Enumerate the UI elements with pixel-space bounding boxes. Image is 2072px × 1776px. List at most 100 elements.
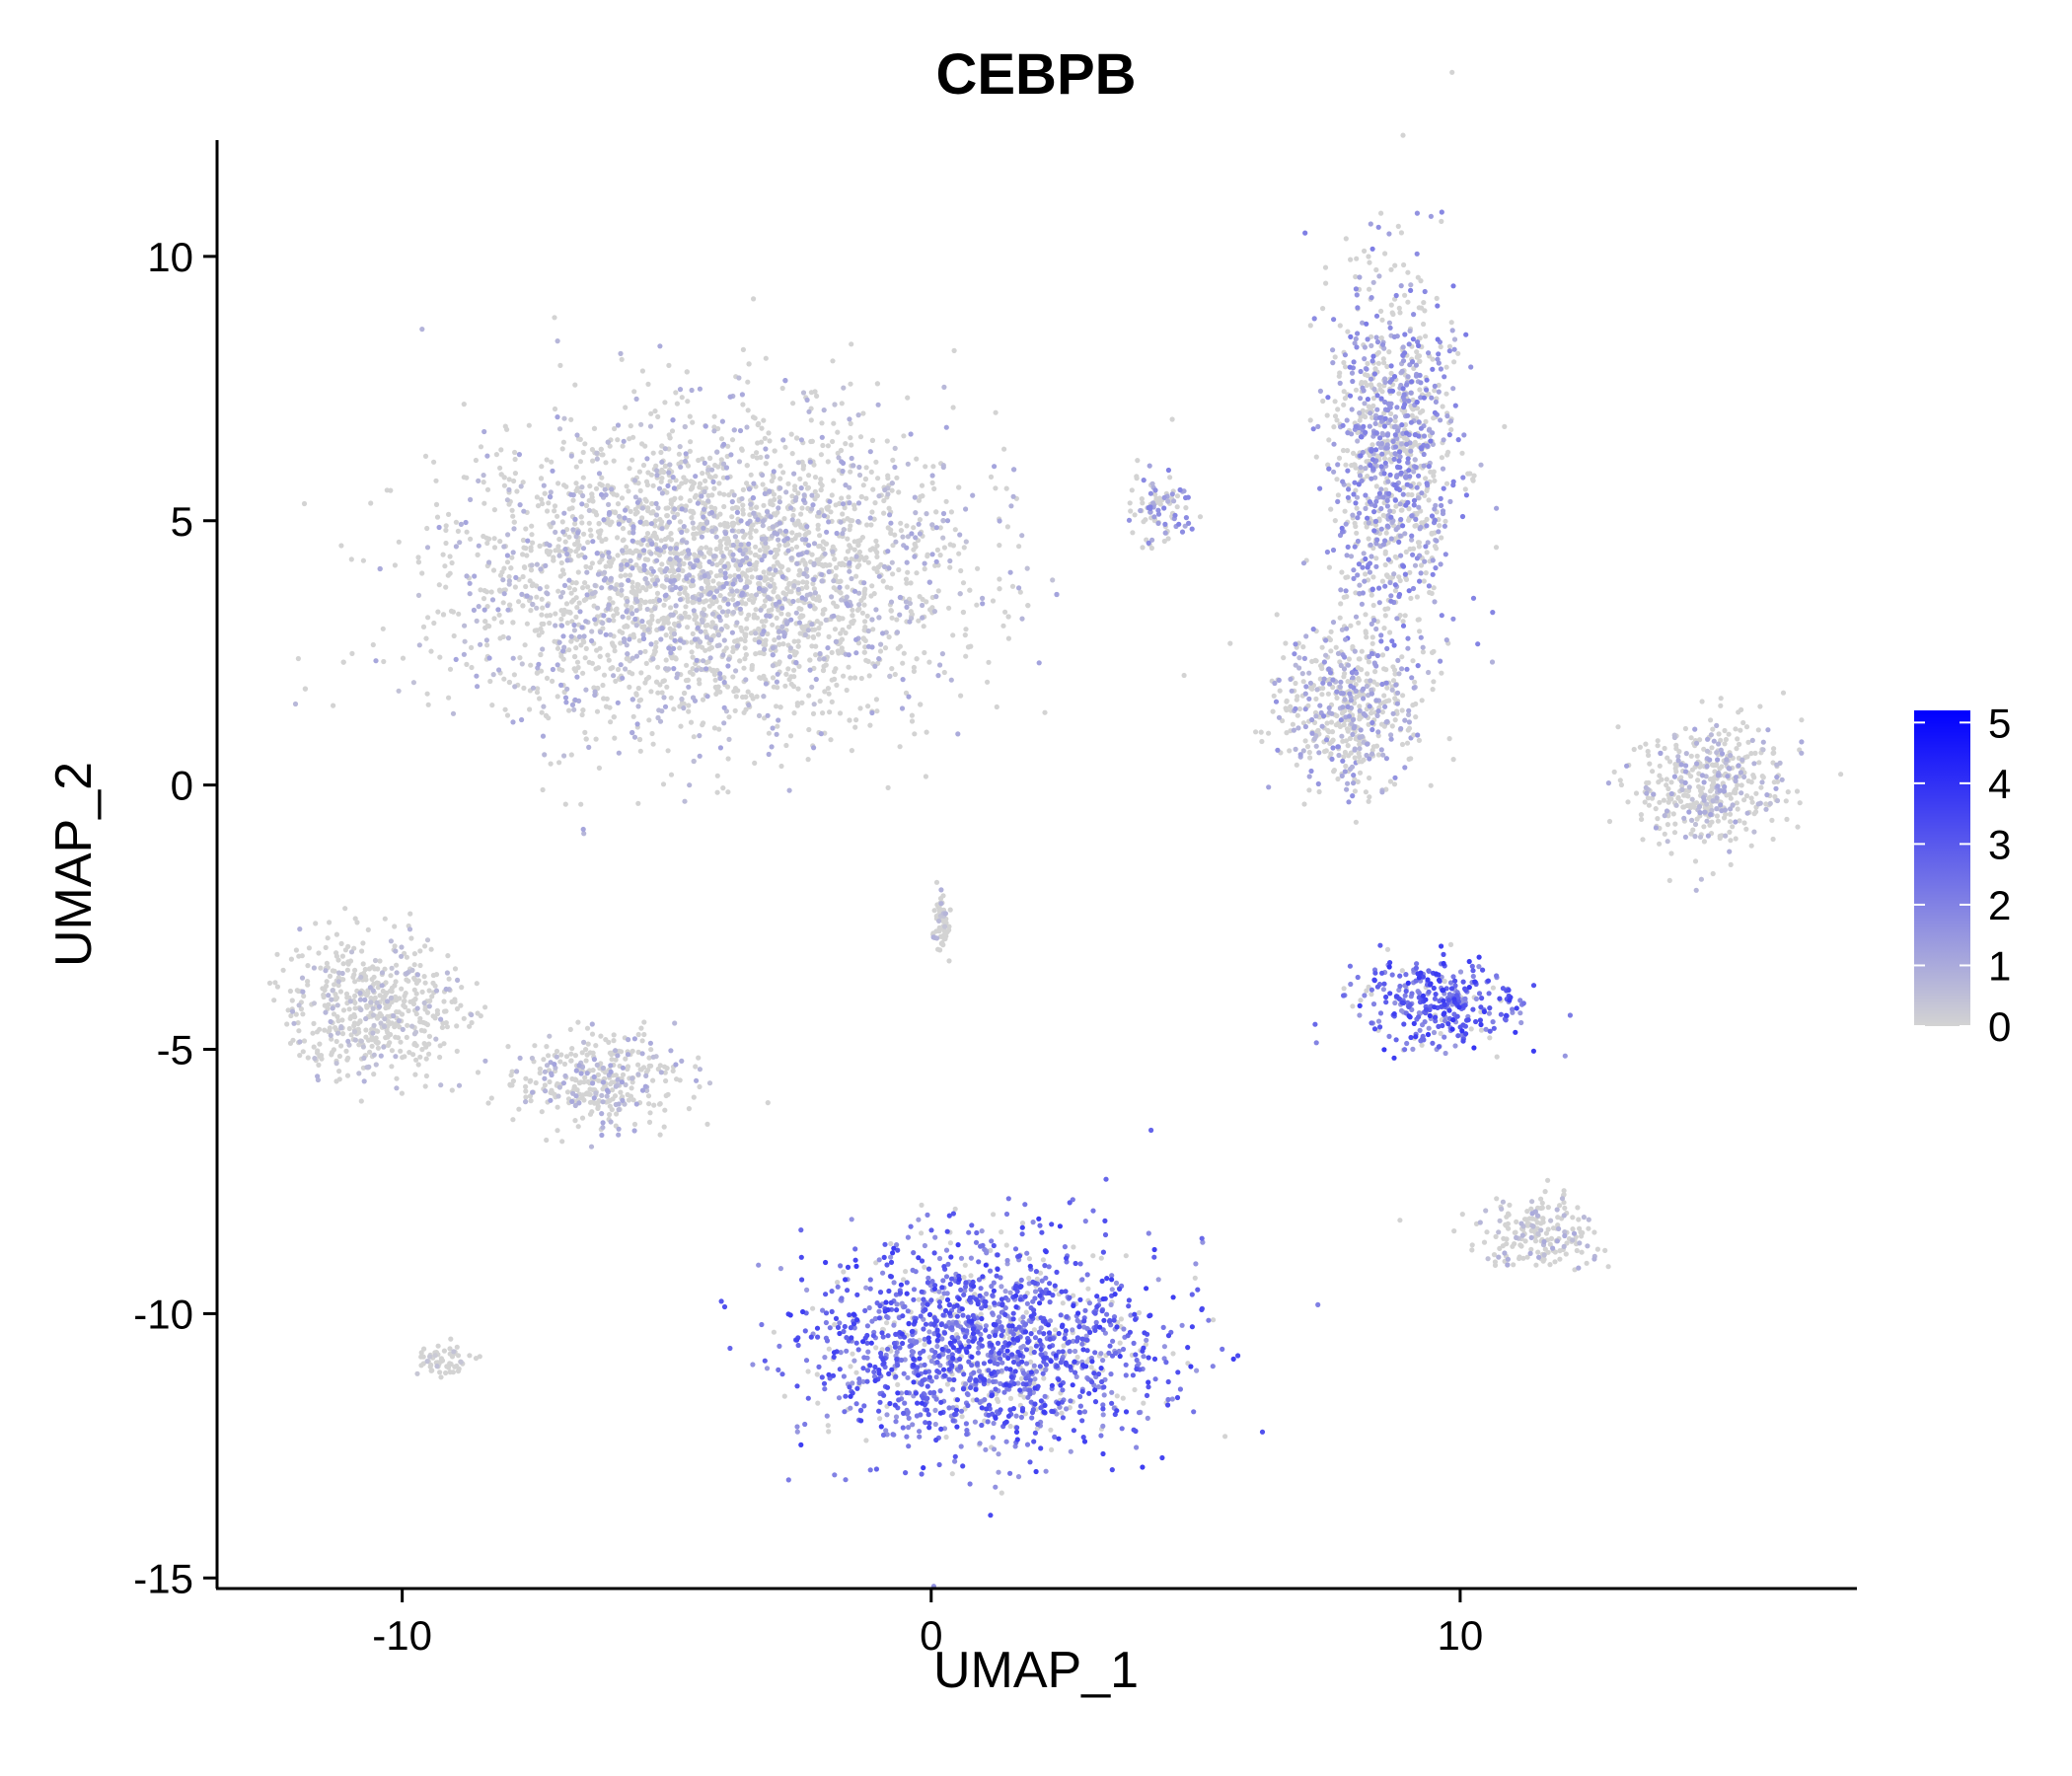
cell-point — [1405, 269, 1411, 275]
cell-point — [974, 602, 980, 608]
cell-point — [821, 407, 827, 413]
cell-point — [601, 613, 607, 619]
cell-point — [1414, 400, 1420, 406]
cell-point — [491, 616, 497, 622]
cell-point — [1410, 703, 1416, 708]
cell-point — [1434, 546, 1440, 552]
cell-point — [555, 662, 560, 668]
cell-point — [1424, 550, 1430, 555]
cell-point — [1334, 417, 1340, 423]
cell-point — [885, 784, 891, 791]
cell-point — [1417, 387, 1423, 393]
cell-point — [1395, 690, 1401, 696]
cell-point — [599, 475, 605, 481]
cell-point — [1384, 438, 1390, 444]
cell-point — [623, 405, 629, 410]
cell-point — [1412, 457, 1418, 463]
cell-point — [1424, 377, 1430, 383]
cell-point — [864, 613, 870, 619]
cell-point — [1409, 675, 1415, 681]
cell-point — [1010, 493, 1016, 499]
cell-point — [817, 650, 823, 657]
cell-point — [765, 712, 771, 718]
cell-point — [1404, 481, 1410, 487]
cell-point — [504, 559, 511, 565]
cell-point — [1358, 434, 1364, 440]
cell-point — [1376, 600, 1382, 606]
cell-point — [732, 572, 738, 579]
cell-point — [744, 481, 750, 486]
cell-point — [1332, 399, 1338, 405]
cell-point — [557, 573, 563, 579]
cell-point — [1402, 448, 1408, 454]
cell-point — [732, 534, 739, 540]
cell-point — [453, 544, 459, 550]
cell-point — [678, 723, 684, 729]
cell-point — [780, 437, 786, 443]
cell-point — [447, 666, 454, 672]
cell-point — [699, 493, 704, 499]
cell-point — [1284, 730, 1290, 736]
cell-point — [714, 449, 720, 455]
cell-point — [1311, 316, 1317, 322]
cell-point — [890, 457, 896, 463]
cell-point — [790, 512, 796, 519]
cell-point — [574, 674, 580, 680]
cell-point — [639, 368, 646, 374]
cell-point — [1336, 373, 1342, 379]
cell-point — [1327, 681, 1333, 687]
cell-point — [957, 532, 963, 538]
cell-point — [716, 481, 722, 486]
cell-point — [762, 553, 768, 559]
cell-point — [581, 831, 587, 837]
cell-point — [586, 507, 592, 514]
cell-point — [791, 638, 797, 644]
cell-point — [583, 736, 589, 742]
cell-point — [519, 716, 525, 723]
cell-point — [1306, 774, 1312, 779]
cell-point — [904, 545, 910, 551]
cell-point — [642, 599, 648, 606]
cell-point — [1385, 573, 1391, 580]
cell-point — [599, 585, 605, 591]
cell-point — [1288, 703, 1294, 709]
cell-point — [517, 502, 523, 508]
cell-point — [1303, 633, 1309, 639]
cell-point — [843, 482, 849, 488]
cell-point — [777, 520, 783, 526]
cell-point — [1306, 696, 1312, 702]
cell-point — [580, 475, 586, 481]
cell-point — [816, 560, 822, 567]
cell-point — [633, 692, 639, 698]
cell-point — [857, 705, 863, 711]
cell-point — [1388, 514, 1394, 520]
cell-point — [843, 441, 849, 447]
cell-point — [1345, 544, 1351, 551]
cell-point — [424, 691, 430, 697]
cell-point — [1326, 437, 1332, 443]
cell-point — [560, 529, 566, 535]
cell-point — [700, 644, 705, 650]
cell-point — [767, 566, 773, 572]
cell-point — [1450, 616, 1456, 622]
cell-point — [540, 733, 547, 739]
cell-point — [1430, 571, 1436, 577]
cell-point — [517, 655, 523, 661]
cell-point — [808, 417, 814, 423]
cell-point — [662, 463, 669, 469]
cell-point — [1422, 308, 1428, 314]
cell-point — [1392, 671, 1398, 677]
cell-point — [1383, 445, 1389, 451]
cell-point — [566, 585, 572, 591]
cell-point — [1391, 456, 1397, 462]
cell-point — [743, 677, 749, 683]
cell-point — [1346, 486, 1352, 492]
cell-point — [717, 559, 723, 566]
cell-point — [1377, 435, 1383, 441]
cell-point — [1350, 731, 1356, 738]
cell-point — [746, 612, 752, 618]
cell-point — [713, 573, 719, 579]
cell-point — [653, 500, 659, 506]
cell-point — [994, 703, 999, 710]
cell-point — [832, 676, 838, 683]
